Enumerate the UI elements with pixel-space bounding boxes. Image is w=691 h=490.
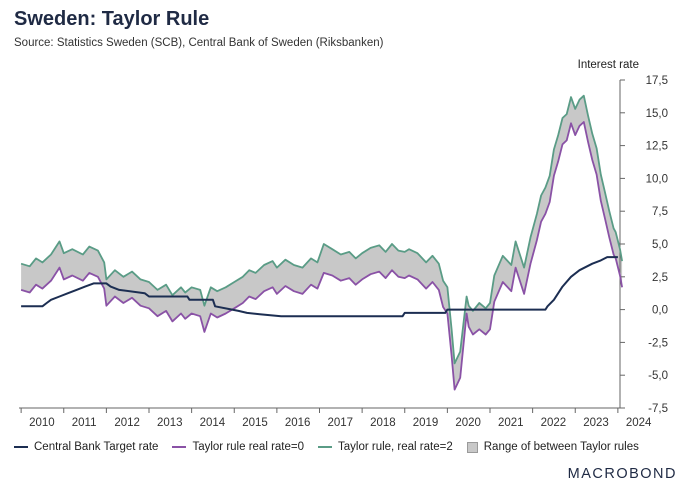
x-tick-label-2018: 2018: [370, 417, 396, 429]
x-tick-label-2024: 2024: [626, 417, 652, 429]
x-tick-label-2010: 2010: [29, 417, 55, 429]
x-tick-label-2019: 2019: [413, 417, 439, 429]
x-tick-label-2012: 2012: [114, 417, 140, 429]
y-tick-label-0,0: 0,0: [652, 305, 668, 317]
x-tick-label-2020: 2020: [455, 417, 481, 429]
series-taylor-real-rate-2: [20, 94, 623, 365]
legend-label-cb: Central Bank Target rate: [34, 441, 159, 453]
legend-item-taylor0[interactable]: Taylor rule real rate=0: [172, 441, 304, 453]
legend-item-cb[interactable]: Central Bank Target rate: [14, 441, 158, 453]
legend: Central Bank Target rate Taylor rule rea…: [14, 441, 684, 453]
x-tick-label-2011: 2011: [72, 417, 97, 429]
y-tick-label-2,5: 2,5: [652, 272, 668, 284]
legend-item-range[interactable]: Range of between Taylor rules: [466, 441, 639, 453]
legend-label-taylor2: Taylor rule, real rate=2: [338, 441, 453, 453]
chart-title: Sweden: Taylor Rule: [14, 8, 210, 30]
x-tick-label-2016: 2016: [285, 417, 311, 429]
range-band: [21, 95, 623, 390]
brand-logo: MACROBOND: [567, 466, 677, 482]
y-axis-label: Interest rate: [577, 59, 639, 71]
x-tick-label-2017: 2017: [328, 417, 354, 429]
y-tick-label--7,5: -7,5: [648, 403, 668, 415]
legend-item-taylor2[interactable]: Taylor rule, real rate=2: [318, 441, 453, 453]
x-tick-label-2022: 2022: [541, 417, 567, 429]
series-central-bank-rate: [21, 256, 618, 318]
legend-swatch-cb: [14, 446, 28, 448]
chart-subtitle: Source: Statistics Sweden (SCB), Central…: [14, 37, 384, 49]
chart-area: 2010 2011 2012 2013 2014 2015 2016 2017 2018 2019…: [19, 75, 668, 429]
series-taylor-real-rate-0: [20, 121, 623, 391]
y-tick-label-5,0: 5,0: [652, 239, 668, 251]
legend-swatch-taylor2: [318, 446, 332, 448]
x-tick-label-2023: 2023: [583, 417, 609, 429]
x-tick-label-2014: 2014: [200, 417, 226, 429]
y-tick-label-17,5: 17,5: [646, 75, 668, 87]
y-tick-label-15,0: 15,0: [646, 108, 668, 120]
y-tick-label-10,0: 10,0: [646, 173, 668, 185]
y-tick-label-12,5: 12,5: [646, 141, 668, 153]
legend-swatch-taylor0: [172, 446, 187, 448]
legend-label-taylor0: Taylor rule real rate=0: [192, 441, 304, 453]
x-tick-label-2021: 2021: [498, 417, 524, 429]
y-tick-label--5,0: -5,0: [648, 370, 668, 382]
x-tick-label-2013: 2013: [157, 417, 183, 429]
x-tick-label-2015: 2015: [242, 417, 268, 429]
legend-label-range: Range of between Taylor rules: [483, 441, 639, 453]
legend-swatch-range: [466, 441, 478, 453]
y-tick-label-7,5: 7,5: [652, 206, 668, 218]
y-tick-label--2,5: -2,5: [648, 337, 668, 349]
